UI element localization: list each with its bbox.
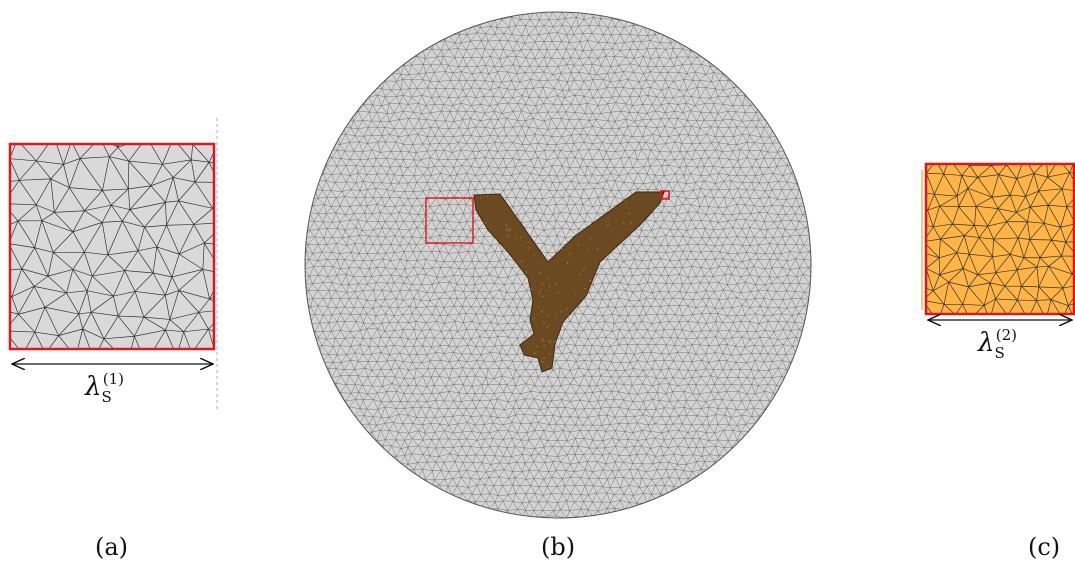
panel-b-highlight-box-large [425,197,474,244]
panel-b-label: (b) [541,533,576,561]
panel-a-lambda-label: λS(1) [85,370,125,406]
panel-a [8,118,218,410]
panel-c-mesh [926,164,1075,314]
panel-b-inclusion [473,191,665,373]
panel-c [921,162,1075,322]
panel-b [304,11,812,519]
panel-c-lambda-label: λS(2) [978,326,1018,362]
panel-a-mesh [10,144,214,349]
panel-c-label: (c) [1028,533,1061,561]
panel-b-highlight-box-small [660,190,670,200]
panel-a-border [8,142,216,351]
panel-a-label: (a) [95,533,129,561]
